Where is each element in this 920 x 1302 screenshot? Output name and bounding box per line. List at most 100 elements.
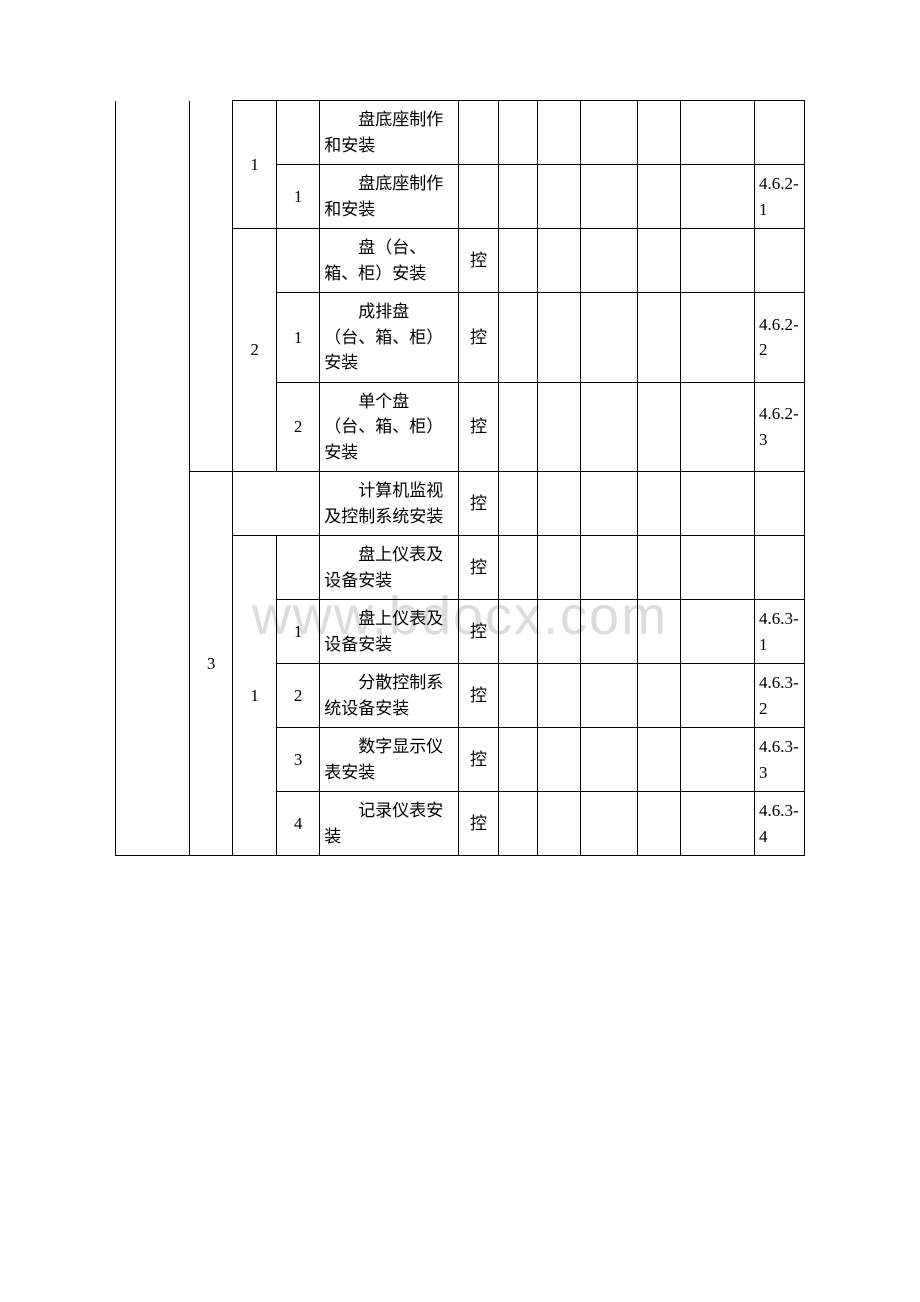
cell-col4: 3 [276, 728, 319, 792]
cell-col9 [581, 536, 638, 600]
cell-col12: 4.6.3-2 [754, 664, 804, 728]
cell-col9 [581, 293, 638, 383]
cell-col8 [537, 229, 580, 293]
cell-col3-4 [233, 472, 320, 536]
cell-col12 [754, 101, 804, 165]
cell-col11 [681, 472, 755, 536]
cell-col8 [537, 382, 580, 472]
cell-col4: 2 [276, 664, 319, 728]
cell-col5: 盘底座制作和安装 [320, 101, 459, 165]
cell-col10 [637, 293, 680, 383]
cell-col12 [754, 536, 804, 600]
cell-col4: 2 [276, 382, 319, 472]
cell-col4 [276, 229, 319, 293]
cell-col6: 控 [459, 600, 498, 664]
cell-col10 [637, 792, 680, 856]
cell-col8 [537, 293, 580, 383]
cell-col9 [581, 600, 638, 664]
cell-col5: 数字显示仪表安装 [320, 728, 459, 792]
cell-col10 [637, 600, 680, 664]
cell-col11 [681, 293, 755, 383]
cell-col10 [637, 165, 680, 229]
cell-col11 [681, 229, 755, 293]
cell-col6 [459, 101, 498, 165]
cell-col10 [637, 536, 680, 600]
cell-col5: 单个盘（台、箱、柜）安装 [320, 382, 459, 472]
cell-col8 [537, 728, 580, 792]
cell-col8 [537, 792, 580, 856]
cell-col12: 4.6.2-3 [754, 382, 804, 472]
cell-col10 [637, 664, 680, 728]
cell-col6: 控 [459, 728, 498, 792]
cell-col6: 控 [459, 229, 498, 293]
cell-col7 [498, 600, 537, 664]
cell-col11 [681, 101, 755, 165]
cell-col5: 盘上仪表及设备安装 [320, 536, 459, 600]
cell-col7 [498, 536, 537, 600]
cell-col12: 4.6.3-4 [754, 792, 804, 856]
cell-col9 [581, 472, 638, 536]
cell-col12: 4.6.2-2 [754, 293, 804, 383]
cell-col6 [459, 165, 498, 229]
cell-col3: 1 [233, 536, 276, 856]
cell-col4 [276, 536, 319, 600]
cell-col6: 控 [459, 293, 498, 383]
cell-col12: 4.6.2-1 [754, 165, 804, 229]
cell-col9 [581, 792, 638, 856]
cell-col7 [498, 728, 537, 792]
cell-col9 [581, 664, 638, 728]
cell-col1 [116, 101, 190, 856]
cell-col9 [581, 165, 638, 229]
cell-col11 [681, 536, 755, 600]
cell-col10 [637, 101, 680, 165]
cell-col8 [537, 165, 580, 229]
cell-col6: 控 [459, 664, 498, 728]
cell-col11 [681, 165, 755, 229]
cell-col2: 3 [189, 472, 232, 856]
cell-col7 [498, 792, 537, 856]
cell-col5: 计算机监视及控制系统安装 [320, 472, 459, 536]
cell-col11 [681, 600, 755, 664]
cell-col4: 1 [276, 293, 319, 383]
cell-col11 [681, 728, 755, 792]
cell-col7 [498, 165, 537, 229]
cell-col9 [581, 229, 638, 293]
cell-col5: 盘底座制作和安装 [320, 165, 459, 229]
cell-col8 [537, 664, 580, 728]
data-table: 1 盘底座制作和安装 1 盘底座制作和安装 [115, 100, 805, 856]
cell-col5: 盘（台、箱、柜）安装 [320, 229, 459, 293]
cell-col9 [581, 728, 638, 792]
cell-col12: 4.6.3-1 [754, 600, 804, 664]
cell-col6: 控 [459, 536, 498, 600]
cell-col6: 控 [459, 472, 498, 536]
cell-col9 [581, 382, 638, 472]
cell-col7 [498, 101, 537, 165]
cell-col3: 1 [233, 101, 276, 229]
cell-col5: 分散控制系统设备安装 [320, 664, 459, 728]
cell-col4 [276, 101, 319, 165]
cell-col11 [681, 382, 755, 472]
cell-col8 [537, 536, 580, 600]
cell-col8 [537, 101, 580, 165]
cell-col7 [498, 293, 537, 383]
cell-col3: 2 [233, 229, 276, 472]
table-row: 1 盘底座制作和安装 [116, 101, 805, 165]
cell-col8 [537, 600, 580, 664]
cell-col11 [681, 664, 755, 728]
cell-col6: 控 [459, 382, 498, 472]
cell-col5: 盘上仪表及设备安装 [320, 600, 459, 664]
cell-col12 [754, 229, 804, 293]
cell-col6: 控 [459, 792, 498, 856]
cell-col2 [189, 101, 232, 472]
cell-col4: 1 [276, 165, 319, 229]
cell-col4: 1 [276, 600, 319, 664]
cell-col10 [637, 229, 680, 293]
cell-col10 [637, 472, 680, 536]
cell-col12: 4.6.3-3 [754, 728, 804, 792]
cell-col9 [581, 101, 638, 165]
cell-col8 [537, 472, 580, 536]
cell-col4: 4 [276, 792, 319, 856]
cell-col11 [681, 792, 755, 856]
cell-col10 [637, 382, 680, 472]
cell-col7 [498, 472, 537, 536]
